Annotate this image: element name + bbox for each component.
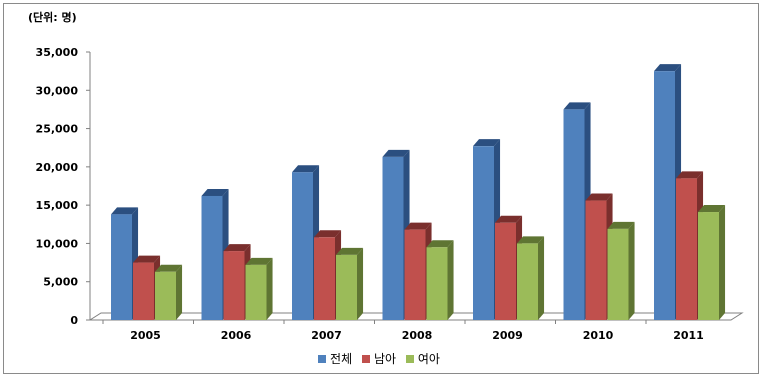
legend-swatch-male (361, 354, 370, 363)
bar-side (447, 240, 454, 320)
bar (473, 146, 494, 320)
bar (111, 214, 132, 320)
legend-label-female: 여아 (417, 352, 440, 366)
y-tick-label: 35,000 (36, 46, 79, 59)
x-tick-label: 2006 (221, 329, 252, 342)
bar (133, 262, 154, 320)
bar-top (245, 257, 273, 265)
bar (698, 212, 719, 320)
bar (563, 109, 585, 320)
bar-top (607, 221, 635, 229)
bar-top (133, 255, 161, 263)
y-tick-label: 5,000 (43, 276, 78, 289)
bar-side (719, 205, 726, 320)
x-tick-label: 2007 (311, 329, 342, 342)
bar-top (155, 264, 183, 272)
bar (426, 247, 448, 320)
bar-top (404, 222, 432, 230)
x-tick-label: 2005 (130, 329, 161, 342)
bar-side (538, 236, 545, 320)
bar-top (336, 247, 364, 255)
bar-side (266, 257, 273, 320)
bar (245, 264, 267, 320)
bar-top (292, 165, 320, 173)
bar-top (111, 207, 139, 215)
unit-label: (단위: 명) (28, 11, 77, 24)
legend-item-male: 남아 (361, 350, 397, 367)
bar-side (628, 221, 635, 320)
bar-top (223, 244, 251, 252)
bar-top (382, 149, 410, 157)
legend-label-male: 남아 (373, 352, 397, 366)
x-tick-label: 2011 (673, 329, 704, 342)
bar (201, 195, 223, 320)
bar-top (495, 215, 523, 223)
bar-top (473, 139, 501, 147)
bar (223, 251, 245, 320)
bar (517, 243, 538, 320)
y-tick-label: 15,000 (36, 199, 79, 212)
legend-item-total: 전체 (318, 350, 352, 367)
y-tick-label: 0 (70, 314, 78, 327)
bar (404, 229, 426, 320)
bar-top (698, 205, 726, 213)
bar-side (357, 247, 364, 320)
bar-top (563, 102, 591, 110)
y-tick-label: 30,000 (36, 84, 79, 97)
bar-top (517, 236, 545, 244)
bar-top (426, 240, 454, 248)
bar (585, 200, 607, 320)
bar (336, 254, 357, 320)
y-tick-label: 25,000 (36, 123, 79, 136)
bar-top (314, 230, 342, 238)
bar-top (654, 64, 682, 72)
bar-top (676, 171, 704, 179)
bar (314, 237, 335, 320)
bar-top (201, 188, 229, 196)
bar-side (176, 264, 183, 320)
x-tick-label: 2009 (492, 329, 523, 342)
bar (654, 71, 675, 321)
legend-swatch-female (405, 354, 414, 363)
legend-item-female: 여아 (405, 350, 440, 367)
legend-swatch-total (318, 354, 327, 363)
bar-top (585, 193, 613, 201)
bar (155, 271, 176, 320)
legend: 전체 남아 여아 (0, 350, 764, 367)
y-tick-label: 10,000 (36, 237, 79, 250)
bar (607, 228, 629, 320)
bar (382, 156, 404, 320)
legend-label-total: 전체 (330, 352, 353, 366)
x-tick-label: 2010 (583, 329, 614, 342)
x-tick-label: 2008 (402, 329, 433, 342)
bar (676, 178, 697, 320)
bar (292, 172, 313, 320)
bar (495, 222, 516, 320)
y-tick-label: 20,000 (36, 161, 79, 174)
